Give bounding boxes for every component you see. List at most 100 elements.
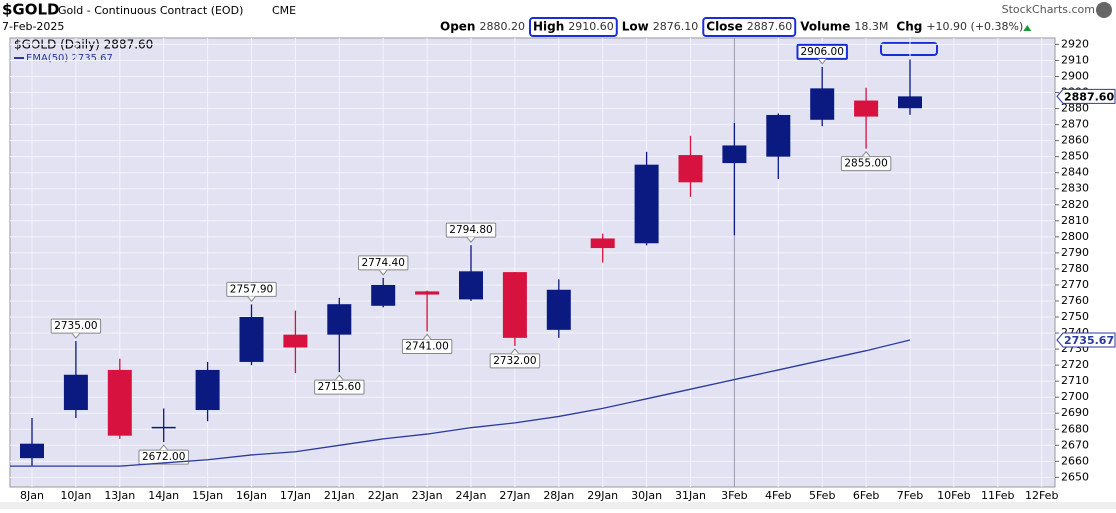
y-tick-label: 2710 — [1061, 374, 1089, 387]
legend-ema: EMA(50) 2735.67 — [26, 53, 113, 64]
candle-body — [20, 443, 44, 459]
value-label: 2732.00 — [489, 348, 541, 369]
plot-area — [9, 37, 1056, 488]
x-tick-label: 29Jan — [587, 489, 618, 502]
date: 7-Feb-2025 — [2, 20, 64, 33]
value-label-text: 2794.80 — [449, 224, 492, 236]
candle-body — [459, 271, 483, 300]
price-tag-text: 2735.67 — [1064, 334, 1114, 347]
y-tick-label: 2860 — [1061, 134, 1089, 147]
x-tick-label: 22Jan — [368, 489, 399, 502]
x-tick-label: 4Feb — [765, 489, 791, 502]
candle-body — [63, 374, 88, 411]
value-label-text: 2715.60 — [318, 381, 361, 393]
y-tick-label: 2760 — [1061, 294, 1089, 307]
bottom-strip — [0, 502, 1116, 509]
value-label: 2672.00 — [138, 444, 189, 465]
candle-body — [239, 317, 264, 362]
y-tick-label: 2850 — [1061, 150, 1089, 163]
stat-value: 2887.60 — [747, 20, 793, 33]
y-tick-label: 2870 — [1061, 118, 1089, 131]
value-label-pointer — [422, 333, 432, 340]
stat-value: 18.3M — [854, 20, 888, 33]
stat-label: Low — [622, 20, 649, 34]
value-label-pointer — [378, 269, 388, 276]
value-label-text: 2906.00 — [800, 46, 843, 58]
value-label-pointer — [71, 332, 81, 339]
price-tag — [1056, 88, 1116, 104]
x-tick-label: 13Jan — [104, 489, 135, 502]
value-label-pointer — [817, 58, 827, 65]
value-label-text: 2741.00 — [405, 340, 448, 352]
corner-icon — [1096, 2, 1112, 18]
value-label: 2774.40 — [357, 255, 409, 276]
price-tag-text: 2887.60 — [1064, 90, 1114, 103]
value-label-pointer — [247, 296, 256, 303]
x-tick-label: 8Jan — [20, 489, 44, 502]
y-tick-label: 2650 — [1061, 470, 1089, 483]
x-tick-label: 28Jan — [543, 489, 574, 502]
y-tick-label: 2670 — [1061, 438, 1089, 451]
x-tick-label: 11Feb — [981, 489, 1014, 502]
x-tick-label: 30Jan — [631, 489, 662, 502]
x-tick-label: 5Feb — [809, 489, 835, 502]
candle-body — [590, 238, 615, 249]
value-label: 2741.00 — [401, 333, 453, 354]
stat-highlight — [528, 17, 618, 37]
x-tick-label: 23Jan — [412, 489, 443, 502]
value-label: 2794.80 — [445, 222, 497, 243]
symbol: $GOLD — [2, 1, 60, 19]
value-label: 2855.00 — [840, 150, 892, 172]
candle-body — [502, 272, 527, 338]
y-tick-label: 2690 — [1061, 406, 1089, 419]
stat-highlight — [702, 17, 797, 37]
x-tick-label: 16Jan — [236, 489, 267, 502]
stats: Open 2880.20 High 2910.60 Low 2876.10 Close 288… — [440, 17, 1032, 37]
y-tick-label: 2780 — [1061, 262, 1089, 275]
candle-body — [678, 155, 703, 183]
candle-body — [151, 426, 176, 429]
candle-body — [634, 164, 659, 244]
value-label-text: 2774.40 — [361, 257, 404, 269]
value-label: 2735.00 — [50, 318, 102, 339]
candle-body — [415, 291, 440, 295]
stat-value: 2880.20 — [479, 20, 525, 33]
value-label-pointer — [159, 444, 169, 451]
value-label-text: 2735.00 — [54, 320, 97, 332]
y-tick-label: 2790 — [1061, 246, 1089, 259]
ema-line — [10, 339, 911, 467]
candle-body — [810, 88, 835, 120]
y-tick-label: 2720 — [1061, 358, 1089, 371]
x-tick-label: 6Feb — [853, 489, 879, 502]
x-tick-label: 10Feb — [937, 489, 970, 502]
stat-label: Chg — [896, 20, 922, 34]
candle-body — [327, 304, 352, 335]
x-tick-label: 24Jan — [456, 489, 487, 502]
y-tick-label: 2680 — [1061, 422, 1089, 435]
value-label: 2757.90 — [226, 281, 277, 303]
y-tick-label: 2840 — [1061, 166, 1089, 179]
value-label-text: 2855.00 — [844, 158, 887, 170]
x-tick-label: 31Jan — [675, 489, 706, 502]
y-tick-label: 2770 — [1061, 278, 1089, 291]
value-label: 2715.60 — [314, 374, 365, 395]
y-tick-label: 2810 — [1061, 214, 1089, 227]
candle-body — [107, 369, 132, 436]
candle-body — [722, 145, 747, 164]
stat-value: +10.90 (+0.38%) — [926, 20, 1023, 33]
value-label-text: 2732.00 — [493, 355, 536, 367]
value-label-pointer — [510, 348, 520, 355]
instrument-name: Gold - Continuous Contract (EOD) — [58, 4, 243, 17]
x-tick-label: 27Jan — [499, 489, 530, 502]
stat-label: High — [533, 20, 564, 34]
exchange: CME — [272, 4, 296, 17]
y-tick-label: 2920 — [1061, 37, 1089, 50]
y-tick-label: 2660 — [1061, 454, 1089, 467]
value-label-pointer — [334, 374, 344, 381]
candle-body — [371, 284, 396, 306]
x-tick-label: 12Feb — [1025, 489, 1058, 502]
x-tick-label: 21Jan — [324, 489, 355, 502]
value-label-text: 2672.00 — [142, 451, 185, 463]
